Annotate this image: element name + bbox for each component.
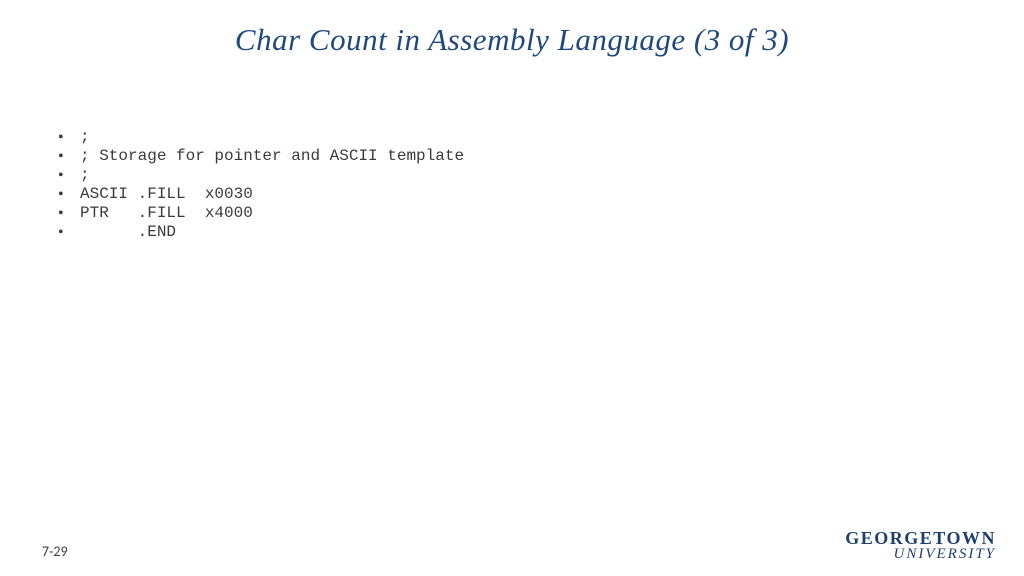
list-item: .END bbox=[58, 223, 464, 242]
code-content: ; ; Storage for pointer and ASCII templa… bbox=[58, 128, 464, 242]
slide-title: Char Count in Assembly Language (3 of 3) bbox=[0, 22, 1024, 58]
slide: Char Count in Assembly Language (3 of 3)… bbox=[0, 0, 1024, 576]
list-item: ; bbox=[58, 166, 464, 185]
logo-line-1: GEORGETOWN bbox=[845, 529, 996, 547]
list-item: ; bbox=[58, 128, 464, 147]
list-item: ASCII .FILL x0030 bbox=[58, 185, 464, 204]
list-item: PTR .FILL x4000 bbox=[58, 204, 464, 223]
bullet-list: ; ; Storage for pointer and ASCII templa… bbox=[58, 128, 464, 242]
page-number: 7-29 bbox=[42, 543, 68, 560]
university-logo: GEORGETOWN UNIVERSITY bbox=[845, 529, 996, 562]
list-item: ; Storage for pointer and ASCII template bbox=[58, 147, 464, 166]
logo-line-2: UNIVERSITY bbox=[845, 547, 996, 562]
